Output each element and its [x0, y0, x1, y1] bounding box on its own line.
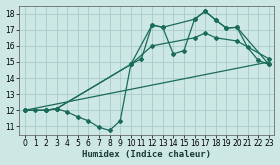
- X-axis label: Humidex (Indice chaleur): Humidex (Indice chaleur): [82, 150, 211, 159]
